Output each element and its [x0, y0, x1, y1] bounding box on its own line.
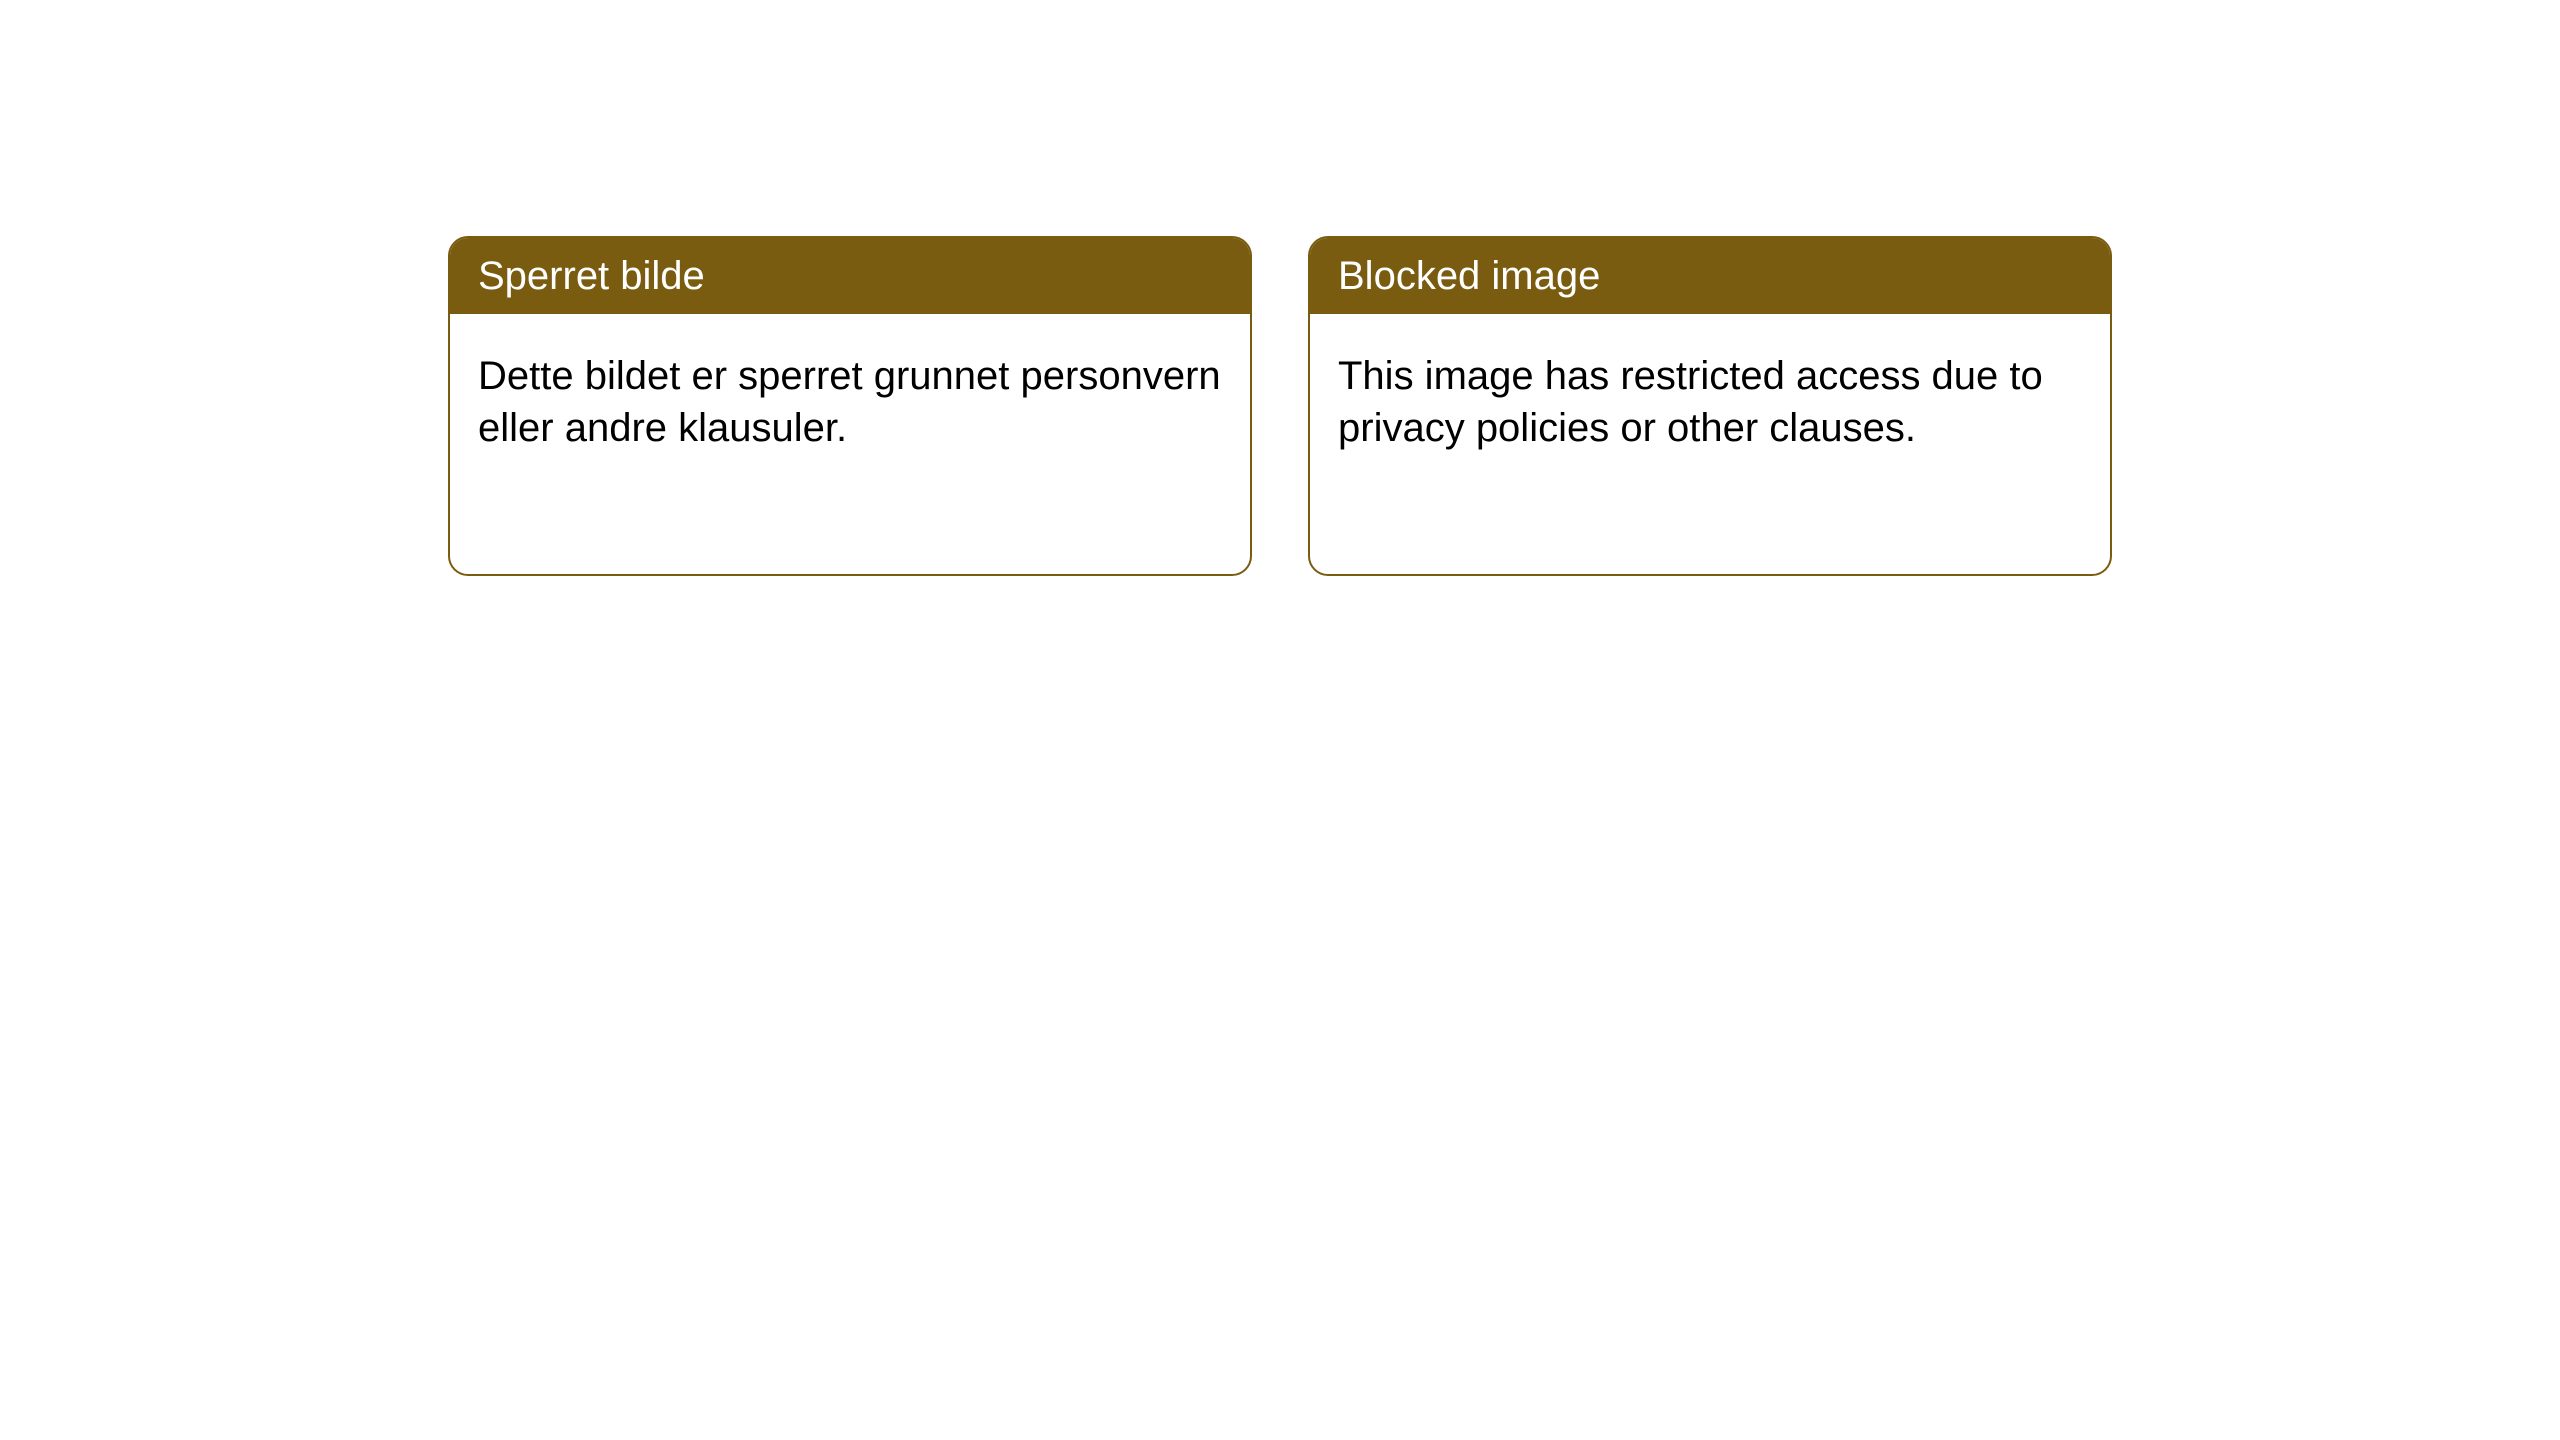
- notice-card-norwegian: Sperret bilde Dette bildet er sperret gr…: [448, 236, 1252, 576]
- notice-body: This image has restricted access due to …: [1310, 314, 2110, 490]
- notice-card-english: Blocked image This image has restricted …: [1308, 236, 2112, 576]
- notice-title: Sperret bilde: [450, 238, 1250, 314]
- notice-body: Dette bildet er sperret grunnet personve…: [450, 314, 1250, 490]
- notice-title: Blocked image: [1310, 238, 2110, 314]
- blocked-image-notices: Sperret bilde Dette bildet er sperret gr…: [448, 236, 2112, 576]
